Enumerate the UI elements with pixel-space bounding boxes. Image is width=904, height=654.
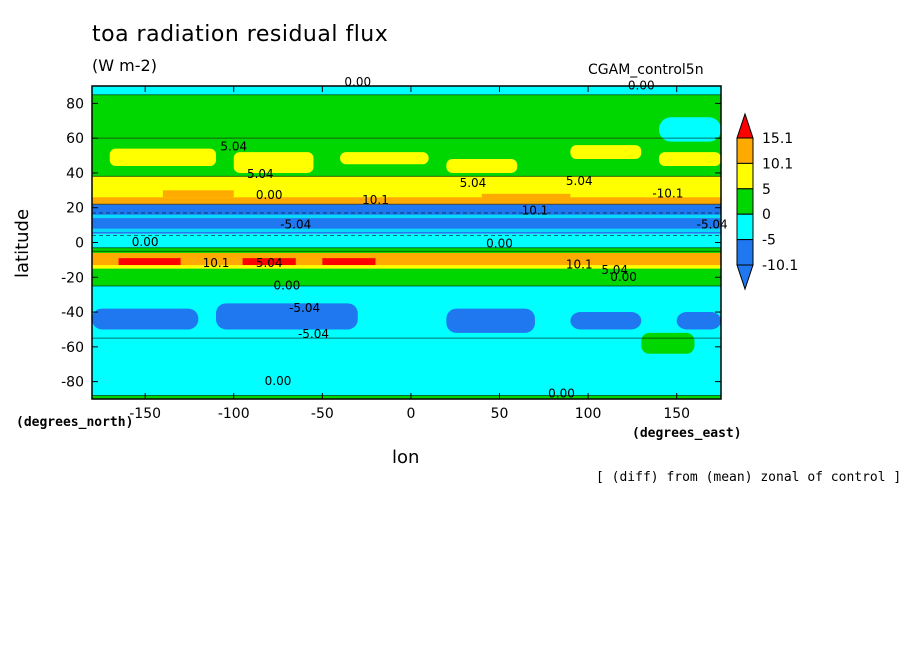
contour-label: 0.00 bbox=[628, 78, 655, 92]
contour-label: 5.04 bbox=[247, 167, 274, 181]
contour-label: -10.1 bbox=[652, 186, 683, 200]
blue-patch-s-4 bbox=[676, 312, 721, 330]
red-patch-2 bbox=[322, 258, 376, 266]
plot-area bbox=[92, 86, 721, 399]
yellow-patch-3 bbox=[446, 159, 518, 173]
field-band-0 bbox=[92, 86, 721, 95]
contour-label: 10.1 bbox=[522, 204, 549, 218]
contour-label: 0.00 bbox=[548, 386, 575, 400]
x-tick-label: -50 bbox=[311, 406, 334, 422]
y-tick-label: 0 bbox=[75, 236, 84, 252]
colorbar-label: 15.1 bbox=[762, 131, 793, 147]
x-tick-label: 150 bbox=[663, 406, 690, 422]
field-band-5 bbox=[92, 233, 721, 252]
contour-label: 0.00 bbox=[256, 188, 283, 202]
orange-strip-n-0 bbox=[92, 197, 721, 205]
contour-label: 10.1 bbox=[362, 193, 389, 207]
cyan-streak-1 bbox=[92, 228, 721, 233]
yellow-patch-2 bbox=[340, 152, 429, 165]
colorbar-label: -10.1 bbox=[762, 258, 798, 274]
y-tick-label: 40 bbox=[66, 166, 84, 182]
cyan-streak-0 bbox=[92, 214, 721, 219]
units-label: (W m-2) bbox=[92, 56, 157, 75]
red-patch-1 bbox=[242, 258, 296, 266]
y-tick-label: -80 bbox=[61, 375, 84, 391]
contour-labels: 0.00 0.005.045.045.04 5.040.00 10.110.1-10.… bbox=[132, 75, 728, 400]
orange-strip-n-1 bbox=[162, 190, 234, 198]
contour-label: -5.04 bbox=[280, 218, 311, 232]
orange-strip-n-2 bbox=[481, 193, 571, 201]
cyan-patch-ne bbox=[658, 117, 721, 142]
axes: -150 -100 -50 0 50 100 150 -80 -60 -40 -20 0 20 40 60 8… bbox=[61, 86, 721, 422]
x-units-label: (degrees_east) bbox=[632, 426, 742, 441]
contour-label: -5.04 bbox=[289, 301, 320, 315]
y-tick-label: 80 bbox=[66, 96, 84, 112]
y-tick-label: -40 bbox=[61, 305, 84, 321]
x-axis-label: lon bbox=[392, 447, 420, 468]
x-tick-label: -100 bbox=[218, 406, 250, 422]
green-strip-eq bbox=[92, 247, 721, 253]
contour-label: 0.00 bbox=[610, 270, 637, 284]
contour-label: 0.00 bbox=[344, 75, 371, 89]
contour-label: 5.04 bbox=[566, 174, 593, 188]
colorbar-segment bbox=[736, 137, 754, 164]
contour-label: 10.1 bbox=[203, 256, 230, 270]
colorbar-label: -5 bbox=[762, 233, 776, 249]
contour-label: 0.00 bbox=[265, 374, 292, 388]
chart-title: toa radiation residual flux bbox=[92, 22, 389, 47]
x-tick-label: -150 bbox=[129, 406, 161, 422]
contour-label: 5.04 bbox=[601, 263, 628, 277]
yellow-patch-5 bbox=[658, 152, 721, 166]
field-band-1 bbox=[92, 94, 721, 139]
dataset-label: CGAM_control5n bbox=[588, 62, 704, 78]
yellow-strip-s-0 bbox=[92, 265, 721, 269]
contour-label: 5.04 bbox=[220, 139, 247, 153]
colorbar-segment bbox=[736, 239, 754, 266]
yellow-patch-0 bbox=[109, 148, 217, 166]
blue-patch-s-3 bbox=[570, 312, 642, 330]
colorbar-label: 10.1 bbox=[762, 156, 793, 172]
field-band-8 bbox=[92, 285, 721, 396]
x-tick-label: 100 bbox=[575, 406, 602, 422]
contour-label: 0.00 bbox=[274, 278, 301, 292]
contour-label: 5.04 bbox=[460, 176, 487, 190]
y-tick-label: 20 bbox=[66, 201, 84, 217]
y-tick-label: -20 bbox=[61, 270, 84, 286]
colorbar-arrow-top bbox=[736, 112, 754, 139]
y-tick-label: 60 bbox=[66, 131, 84, 147]
y-units-label: (degrees_north) bbox=[16, 415, 134, 430]
y-tick-label: -60 bbox=[61, 340, 84, 356]
colorbar-label: 0 bbox=[762, 207, 771, 223]
colorbar-label: 5 bbox=[762, 182, 771, 198]
yellow-patch-1 bbox=[233, 152, 314, 173]
blue-patch-s-0 bbox=[92, 308, 199, 330]
x-tick-label: 50 bbox=[491, 406, 509, 422]
colorbar-arrow-bottom bbox=[736, 264, 754, 291]
blue-patch-s-1 bbox=[216, 303, 358, 330]
blue-patch-s-2 bbox=[446, 308, 535, 333]
contour-label: 0.00 bbox=[132, 235, 159, 249]
field-band-9 bbox=[92, 395, 721, 399]
red-patch-0 bbox=[118, 258, 181, 266]
yellow-patch-6 bbox=[100, 179, 181, 194]
contour-label: 0.00 bbox=[486, 237, 513, 251]
contour-label: 5.04 bbox=[256, 256, 283, 270]
colorbar-segment bbox=[736, 162, 754, 190]
contour-label: -5.04 bbox=[697, 218, 728, 232]
colorbar: 15.1 10.1 5 0 -5 -10.1 bbox=[736, 112, 798, 291]
yellow-patch-4 bbox=[570, 145, 642, 160]
colorbar-segment bbox=[736, 213, 754, 241]
field-band-7 bbox=[92, 268, 721, 286]
x-tick-label: 0 bbox=[406, 406, 415, 422]
colorbar-segment bbox=[736, 188, 754, 215]
green-patch-se bbox=[641, 332, 695, 354]
contour-label: -5.04 bbox=[298, 327, 329, 341]
contour-label: 10.1 bbox=[566, 258, 593, 272]
footnote: [ (diff) from (mean) zonal of control ] bbox=[596, 470, 902, 485]
